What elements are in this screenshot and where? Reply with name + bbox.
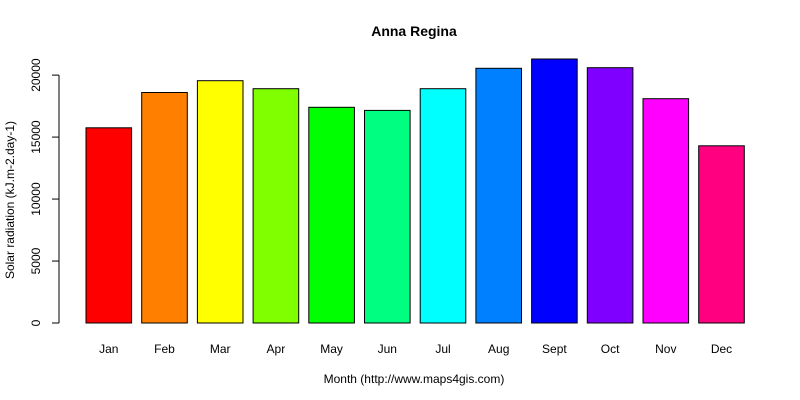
bar-may — [308, 106, 355, 324]
bar-dec — [698, 145, 745, 324]
x-axis-label: Month (http://www.maps4gis.com) — [324, 372, 505, 386]
x-tick-label-oct: Oct — [601, 342, 620, 356]
y-tick-label: 10000 — [29, 182, 43, 216]
bar-jun — [364, 109, 411, 324]
chart-title: Anna Regina — [371, 23, 457, 39]
x-tick-label-aug: Aug — [488, 342, 509, 356]
x-tick-label-sept: Sept — [542, 342, 567, 356]
y-tick-label: 5000 — [29, 247, 43, 274]
bar-jul — [419, 88, 467, 324]
bar-mar — [196, 80, 244, 324]
y-axis: 0 5000 10000 15000 20000 — [29, 58, 60, 326]
x-tick-label-may: May — [320, 342, 343, 356]
y-tick-label: 15000 — [29, 120, 43, 154]
x-tick-label-jun: Jun — [378, 342, 397, 356]
x-tick-label-dec: Dec — [711, 342, 732, 356]
bar-aug — [475, 67, 522, 324]
x-tick-labels: Jan Feb Mar Apr May Jun Jul Aug Sept Oct Nov Dec — [99, 342, 732, 356]
bar-oct — [586, 67, 634, 324]
bar-nov — [642, 98, 690, 324]
bar-jan — [85, 127, 133, 324]
bars — [85, 58, 745, 324]
bar-apr — [252, 88, 300, 324]
x-tick-label-apr: Apr — [267, 342, 286, 356]
x-tick-label-jan: Jan — [99, 342, 118, 356]
y-axis-label: Solar radiation (kJ.m-2.day-1) — [3, 121, 17, 279]
x-tick-label-feb: Feb — [154, 342, 175, 356]
x-tick-label-mar: Mar — [210, 342, 231, 356]
x-tick-label-jul: Jul — [435, 342, 450, 356]
x-tick-label-nov: Nov — [655, 342, 676, 356]
bar-sept — [531, 58, 578, 324]
y-tick-label: 0 — [29, 319, 43, 326]
bar-feb — [141, 92, 188, 324]
y-tick-label: 20000 — [29, 58, 43, 92]
